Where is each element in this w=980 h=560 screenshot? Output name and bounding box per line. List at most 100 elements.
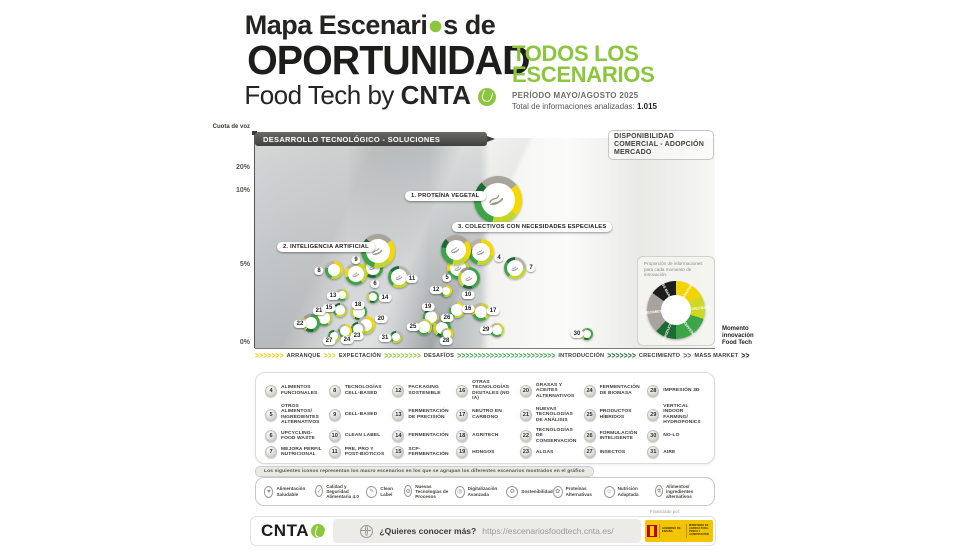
stage-chevron: > — [498, 351, 502, 361]
legend-number-6: 6 — [265, 430, 277, 443]
y-axis-title: Cuota de voz — [212, 124, 250, 130]
bubble-number-13: 13 — [326, 292, 340, 300]
legend-label-29: VERTICAL INDOOR FARMING/ HYDROPONICS — [663, 403, 701, 426]
bubble-center-13 — [338, 291, 346, 299]
legend-number-23: 23 — [519, 446, 532, 459]
legend-item-31: 31 AIRE — [647, 446, 705, 459]
stage-chevron: > — [687, 351, 691, 361]
stage-label-crecimiento: CRECIMIENTO — [638, 353, 681, 359]
bubble-number-31: 31 — [378, 334, 392, 342]
legend-item-20: 20 GRASAS Y ACEITES ALTERNATIVOS — [519, 380, 578, 402]
title-line3: Food Tech by CNTA — [242, 80, 498, 111]
legend-number-4: 4 — [265, 384, 277, 397]
legend-number-27: 27 — [583, 446, 596, 459]
scenario-bubble-9 — [345, 263, 367, 285]
y-tick-0%: 0% — [239, 339, 250, 346]
bubble-number-8: 8 — [314, 267, 324, 275]
legend-label-8: TECNOLOGÍAS CELL-BASED — [344, 385, 382, 396]
title-line1: Mapa Escenari●s de — [244, 10, 496, 40]
stage-chevron: > — [547, 351, 551, 361]
stage-chevron: > — [683, 351, 687, 361]
stage-label-mass-market: MASS MARKET — [694, 353, 739, 359]
footer: CNTA ¿Quieres conocer más? https://escen… — [250, 516, 716, 546]
legend-number-28: 28 — [647, 384, 660, 397]
legend-item-17: 17 NEUTRO EN CARBONO — [456, 404, 514, 426]
scenario-bubble-22 — [302, 314, 320, 332]
scenario-bubble-14 — [367, 291, 379, 303]
legend-label-5: OTROS ALIMENTOS/ INGREDIENTES ALTERNATIV… — [281, 403, 320, 426]
bubble-number-14: 14 — [378, 294, 392, 302]
gov-line1: GOBIERNO DE ESPAÑA — [662, 527, 681, 533]
macro-label: Alimentación Saludable — [276, 486, 306, 497]
legend-label-6: UPCYCLING- FOOD WASTE — [281, 430, 315, 442]
legend-item-9: 9 CELL-BASED — [328, 404, 387, 426]
sketch-icon — [511, 265, 518, 271]
stage-label-introducción: INTRODUCCIÓN — [558, 353, 605, 359]
sketch-icon — [372, 247, 382, 255]
legend-label-16: OTRAS TECNOLOGÍAS DIGITALES (NO IA) — [472, 380, 510, 402]
donut-legend: Proporción de informaciones para cada mo… — [637, 256, 715, 346]
featured-label-3: 3. COLECTIVOS CON NECESIDADES ESPECIALES — [452, 222, 613, 232]
donut-hole — [661, 294, 691, 325]
scenario-bubble-2 — [361, 234, 395, 268]
legend-label-10: CLEAN LABEL — [344, 433, 381, 439]
stage-chevron: > — [551, 351, 555, 361]
stage-chevron: > — [510, 351, 514, 361]
x-axis-stages: > > > > > > > ARRANQUE > > > EXPECTACIÓN > > > > > > > > > DE… — [255, 351, 749, 361]
stage-chevron: > — [745, 351, 749, 361]
legend-item-22: 22 TECNOLOGÍAS DE CONSERVACIÓN — [519, 427, 578, 444]
legend-item-26: 26 FORMULACIÓN INTELIGENTE — [583, 428, 642, 444]
stage-chevron: > — [506, 351, 510, 361]
scenario-bubble-10 — [458, 267, 480, 289]
legend-label-9: CELL-BASED — [344, 412, 378, 418]
spain-crest-icon — [647, 525, 657, 537]
scenario-bubble-16 — [449, 302, 465, 318]
bubble-center-28 — [443, 330, 451, 338]
macro-item: ✿ Proteínas Alternativas — [552, 485, 604, 498]
stage-chevron: > — [489, 351, 494, 361]
chart-left-header-arrow — [487, 136, 495, 142]
legend-item-8: 8 TECNOLOGÍAS CELL-BASED — [328, 380, 387, 402]
legend-number-29: 29 — [647, 408, 660, 421]
bubble-number-26: 26 — [440, 314, 454, 322]
legend-number-22: 22 — [519, 430, 532, 443]
stage-chevron: > — [534, 351, 539, 361]
bubble-center-25 — [418, 321, 430, 333]
bubble-center-3 — [446, 240, 466, 260]
macro-label: Clean Label — [380, 486, 393, 497]
legend-number-26: 26 — [583, 430, 596, 443]
legend-item-28: 28 IMPRESIÓN 3D — [647, 380, 705, 402]
funded-by-text: Financiado por: — [650, 509, 681, 514]
stage-chevron: > — [416, 351, 421, 361]
legend-number-25: 25 — [583, 408, 596, 421]
macro-item: ♻ Sostenibilidad — [506, 485, 553, 498]
sketch-icon — [476, 249, 484, 255]
stage-chevron: > — [384, 351, 388, 361]
footer-url-link[interactable]: https://escenariosfoodtech.cnta.es/ — [482, 526, 614, 536]
bubble-center-21 — [318, 312, 330, 324]
bubble-center-12 — [442, 287, 450, 295]
stage-chevron: > — [275, 351, 279, 361]
recycle-icon: ♻ — [506, 485, 519, 498]
scenario-bubble-30 — [581, 328, 593, 340]
legend-label-22: TECNOLOGÍAS DE CONSERVACIÓN — [535, 427, 577, 444]
bubble-center-10 — [461, 270, 477, 286]
scenario-bubble-12 — [440, 285, 452, 297]
stage-chevron: > — [514, 351, 518, 361]
scenario-bubble-3 — [441, 235, 471, 265]
sketch-icon — [451, 247, 460, 254]
footer-cnta-logo: CNTA — [253, 521, 333, 541]
bubble-number-11: 11 — [405, 275, 419, 283]
legend-item-19: 19 HONGOS — [456, 446, 514, 459]
legend-item-16: 16 OTRAS TECNOLOGÍAS DIGITALES (NO IA) — [456, 380, 514, 402]
legend-item-15: 15 SCP-FERMENTACIÓN — [392, 446, 450, 459]
scenario-bubble-15 — [333, 303, 347, 317]
scenario-bubble-29 — [490, 323, 504, 337]
legend-label-23: ALGAS — [535, 449, 554, 455]
tag-icon: ✎ — [366, 485, 378, 498]
scenario-bubble-8 — [325, 261, 343, 279]
macro-label: Nutrición Adaptada — [617, 486, 639, 497]
stage-chevron: > — [465, 351, 469, 361]
globe-icon — [360, 524, 374, 538]
